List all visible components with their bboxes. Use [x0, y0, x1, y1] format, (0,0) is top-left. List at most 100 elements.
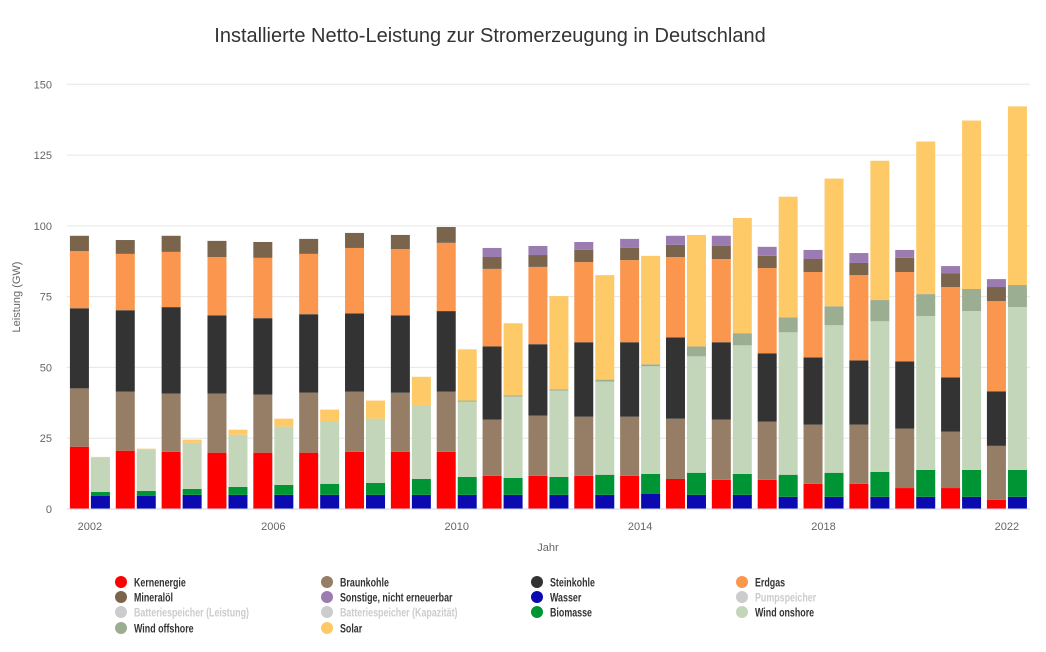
bar-braunkohle-2016[interactable]	[711, 419, 731, 480]
bar-steinkohle-2008[interactable]	[345, 313, 365, 392]
bar-erdgas-2003[interactable]	[115, 253, 135, 311]
bar-wind-onshore-2014[interactable]	[641, 366, 661, 474]
legend-item[interactable]: Solar	[321, 622, 362, 636]
bar-mineralöl-2013[interactable]	[574, 249, 594, 263]
bar-mineralöl-2008[interactable]	[345, 232, 365, 248]
bar-kernenergie-2008[interactable]	[345, 451, 365, 509]
legend-item[interactable]: Erdgas	[736, 576, 785, 590]
legend-item[interactable]: Batteriespeicher (Leistung)	[115, 606, 249, 620]
bar-erdgas-2015[interactable]	[665, 257, 685, 338]
bar-mineralöl-2007[interactable]	[299, 238, 319, 254]
bar-sonstige-nicht-erneuerbar-2018[interactable]	[803, 249, 823, 259]
bar-sonstige-nicht-erneuerbar-2022[interactable]	[986, 279, 1006, 288]
bar-steinkohle-2018[interactable]	[803, 357, 823, 425]
bar-mineralöl-2022[interactable]	[986, 287, 1006, 302]
bar-solar-2004[interactable]	[182, 439, 202, 443]
bar-steinkohle-2016[interactable]	[711, 342, 731, 420]
bar-mineralöl-2012[interactable]	[528, 255, 548, 267]
bar-wind-onshore-2018[interactable]	[824, 325, 844, 473]
bar-braunkohle-2009[interactable]	[390, 392, 410, 452]
bar-braunkohle-2004[interactable]	[161, 393, 181, 452]
bar-steinkohle-2002[interactable]	[69, 308, 89, 389]
bar-sonstige-nicht-erneuerbar-2016[interactable]	[711, 235, 731, 246]
bar-kernenergie-2003[interactable]	[115, 450, 135, 509]
bar-wind-onshore-2003[interactable]	[136, 449, 156, 491]
bar-mineralöl-2015[interactable]	[665, 244, 685, 258]
bar-erdgas-2011[interactable]	[482, 268, 502, 347]
bar-mineralöl-2011[interactable]	[482, 257, 502, 269]
bar-braunkohle-2008[interactable]	[345, 391, 365, 452]
bar-wind-offshore-2011[interactable]	[503, 395, 523, 397]
bar-biomasse-2014[interactable]	[641, 473, 661, 494]
bar-kernenergie-2012[interactable]	[528, 475, 548, 509]
bar-biomasse-2013[interactable]	[595, 474, 615, 495]
bar-mineralöl-2006[interactable]	[253, 242, 273, 258]
bar-kernenergie-2013[interactable]	[574, 475, 594, 509]
legend-item[interactable]: Kernenergie	[115, 576, 186, 590]
bar-sonstige-nicht-erneuerbar-2013[interactable]	[574, 242, 594, 250]
bar-mineralöl-2004[interactable]	[161, 235, 181, 252]
bar-biomasse-2016[interactable]	[732, 473, 752, 495]
bar-kernenergie-2010[interactable]	[436, 451, 456, 509]
bar-wasser-2014[interactable]	[641, 493, 661, 509]
bar-solar-2010[interactable]	[457, 349, 477, 401]
bar-solar-2006[interactable]	[274, 418, 294, 427]
bar-wasser-2022[interactable]	[1007, 496, 1027, 509]
bar-mineralöl-2018[interactable]	[803, 258, 823, 273]
bar-wind-offshore-2013[interactable]	[595, 379, 615, 382]
bar-solar-2022[interactable]	[1007, 106, 1027, 286]
bar-braunkohle-2020[interactable]	[895, 428, 915, 489]
bar-erdgas-2021[interactable]	[941, 287, 961, 378]
bar-wind-onshore-2011[interactable]	[503, 396, 523, 478]
legend-item[interactable]: Mineralöl	[115, 591, 173, 605]
bar-solar-2008[interactable]	[366, 400, 386, 419]
bar-steinkohle-2017[interactable]	[757, 353, 777, 422]
bar-kernenergie-2019[interactable]	[849, 483, 869, 509]
bar-wind-offshore-2022[interactable]	[1007, 285, 1027, 308]
bar-wasser-2018[interactable]	[824, 496, 844, 509]
legend-item[interactable]: Braunkohle	[321, 576, 389, 590]
bar-wasser-2015[interactable]	[686, 494, 706, 509]
bar-wind-offshore-2018[interactable]	[824, 306, 844, 326]
bar-braunkohle-2010[interactable]	[436, 391, 456, 452]
bar-mineralöl-2003[interactable]	[115, 240, 135, 254]
bar-steinkohle-2022[interactable]	[986, 391, 1006, 446]
bar-kernenergie-2007[interactable]	[299, 452, 319, 509]
bar-wasser-2007[interactable]	[320, 494, 340, 509]
bar-steinkohle-2014[interactable]	[620, 342, 640, 417]
bar-kernenergie-2014[interactable]	[620, 475, 640, 509]
bar-erdgas-2007[interactable]	[299, 253, 319, 315]
bar-erdgas-2012[interactable]	[528, 266, 548, 345]
bar-steinkohle-2019[interactable]	[849, 360, 869, 425]
bar-wind-onshore-2002[interactable]	[90, 457, 110, 493]
bar-biomasse-2021[interactable]	[962, 469, 982, 497]
bar-wind-onshore-2006[interactable]	[274, 426, 294, 485]
bar-steinkohle-2020[interactable]	[895, 361, 915, 429]
bar-mineralöl-2014[interactable]	[620, 247, 640, 261]
bar-biomasse-2008[interactable]	[366, 482, 386, 495]
bar-braunkohle-2018[interactable]	[803, 424, 823, 484]
bar-solar-2002[interactable]	[90, 456, 110, 458]
bar-wasser-2004[interactable]	[182, 494, 202, 509]
bar-wasser-2012[interactable]	[549, 494, 569, 509]
bar-erdgas-2009[interactable]	[390, 249, 410, 316]
bar-erdgas-2018[interactable]	[803, 272, 823, 358]
bar-solar-2020[interactable]	[916, 141, 936, 295]
bar-kernenergie-2009[interactable]	[390, 451, 410, 509]
bar-braunkohle-2002[interactable]	[69, 388, 89, 447]
bar-mineralöl-2002[interactable]	[69, 235, 89, 252]
bar-biomasse-2011[interactable]	[503, 477, 523, 495]
bar-steinkohle-2021[interactable]	[941, 377, 961, 432]
bar-kernenergie-2011[interactable]	[482, 475, 502, 509]
bar-biomasse-2002[interactable]	[90, 492, 110, 496]
bar-wasser-2021[interactable]	[962, 496, 982, 509]
bar-wind-onshore-2021[interactable]	[962, 311, 982, 470]
bar-wind-onshore-2016[interactable]	[732, 345, 752, 474]
legend-item[interactable]: Biomasse	[531, 606, 592, 620]
bar-wind-onshore-2017[interactable]	[778, 332, 798, 475]
bar-solar-2007[interactable]	[320, 409, 340, 422]
bar-biomasse-2010[interactable]	[457, 477, 477, 495]
bar-mineralöl-2019[interactable]	[849, 262, 869, 276]
bar-braunkohle-2014[interactable]	[620, 416, 640, 476]
bar-biomasse-2022[interactable]	[1007, 469, 1027, 497]
